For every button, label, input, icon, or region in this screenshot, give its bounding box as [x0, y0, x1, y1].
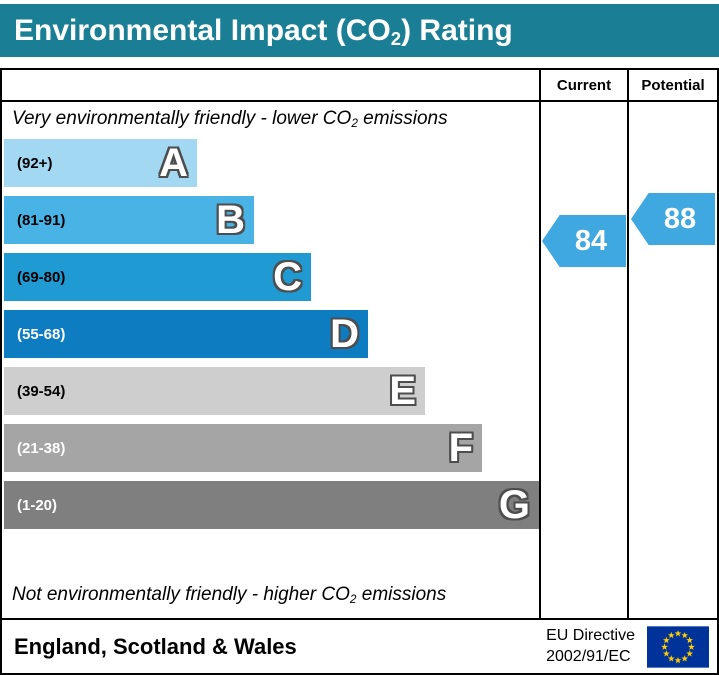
band-range-label: (81-91)	[17, 211, 66, 229]
band-row-d: (55-68) D	[4, 310, 368, 358]
band-range-label: (39-54)	[17, 382, 66, 400]
co2-subscript: 2	[351, 117, 358, 131]
band-row-e: (39-54) E	[4, 367, 425, 415]
band-letter: D	[330, 312, 359, 356]
band-letter: G	[498, 483, 530, 527]
band-range-label: (21-38)	[17, 439, 66, 457]
band-row-c: (69-80) C	[4, 253, 311, 301]
potential-rating-value: 88	[663, 202, 697, 235]
co2-subscript: 2	[349, 593, 357, 607]
region-label: England, Scotland & Wales	[14, 633, 297, 659]
column-header-potential: Potential	[627, 70, 717, 102]
bottom-note: Not environmentally friendly - higher CO…	[2, 584, 539, 606]
band-row-a: (92+) A	[4, 139, 197, 187]
bands-area: Very environmentally friendly - lower CO…	[2, 102, 539, 618]
current-rating-value: 84	[574, 224, 608, 257]
band-range-label: (92+)	[17, 154, 53, 172]
band-letter: E	[389, 369, 416, 413]
page-title: Environmental Impact (CO2) Rating	[14, 13, 513, 49]
rating-chart: Current Potential Very environmentally f…	[0, 68, 719, 620]
band-range-label: (55-68)	[17, 325, 66, 343]
band-row-f: (21-38) F	[4, 424, 482, 472]
page-title-bar: Environmental Impact (CO2) Rating	[0, 4, 719, 57]
top-note-prefix: Very environmentally friendly - lower CO	[12, 108, 352, 129]
band-letter: B	[216, 198, 245, 242]
band-letter: A	[159, 141, 188, 185]
bottom-note-suffix: emissions	[356, 584, 447, 605]
directive-line1: EU Directive	[546, 626, 635, 644]
band-row-b: (81-91) B	[4, 196, 254, 244]
page-title-prefix: Environmental Impact (CO	[14, 13, 391, 47]
current-column: 84	[539, 102, 627, 618]
directive-label: EU Directive 2002/91/EC	[546, 626, 635, 668]
co2-subscript: 2	[390, 27, 402, 49]
band-letter: C	[273, 255, 302, 299]
footer: England, Scotland & Wales EU Directive 2…	[0, 620, 719, 675]
potential-column: 88	[627, 102, 717, 618]
page-title-suffix: ) Rating	[401, 13, 513, 47]
header-spacer	[2, 70, 539, 102]
band-row-g: (1-20) G	[4, 481, 539, 529]
eu-flag-icon	[647, 625, 709, 668]
band-letter: F	[448, 426, 473, 470]
band-range-label: (1-20)	[17, 496, 58, 514]
top-note-suffix: emissions	[357, 108, 448, 129]
directive-line2: 2002/91/EC	[546, 647, 631, 665]
column-header-current: Current	[539, 70, 627, 102]
top-note: Very environmentally friendly - lower CO…	[2, 108, 539, 130]
bottom-note-prefix: Not environmentally friendly - higher CO	[12, 584, 350, 605]
potential-rating-arrow: 88	[631, 193, 715, 245]
current-rating-arrow: 84	[542, 215, 626, 267]
band-range-label: (69-80)	[17, 268, 66, 286]
